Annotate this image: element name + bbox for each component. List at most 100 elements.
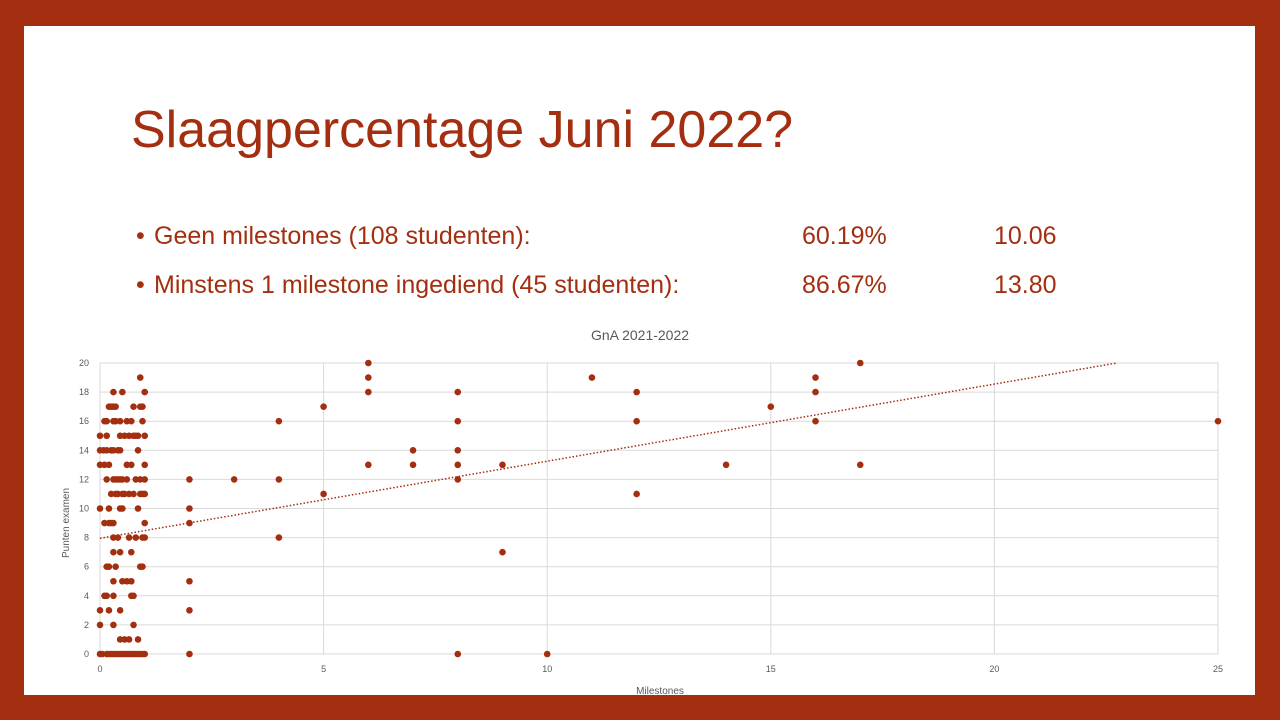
bullet-percentage: 86.67% xyxy=(802,271,887,299)
data-point xyxy=(320,490,327,498)
slide: Slaagpercentage Juni 2022? • Geen milest… xyxy=(24,26,1255,695)
bullet-label: Minstens 1 milestone ingediend (45 stude… xyxy=(154,271,680,299)
data-point xyxy=(812,388,819,396)
data-point xyxy=(96,621,104,629)
data-point xyxy=(103,476,111,483)
data-point xyxy=(128,548,135,556)
data-point xyxy=(499,548,506,556)
data-point xyxy=(103,432,111,440)
data-point xyxy=(116,607,124,614)
data-point xyxy=(230,476,238,483)
x-axis-label: Milestones xyxy=(636,686,684,695)
y-tick-label: 0 xyxy=(84,649,89,659)
trendline xyxy=(99,362,1117,540)
data-point xyxy=(141,650,149,658)
data-point xyxy=(134,505,142,512)
data-point xyxy=(96,432,104,440)
x-tick-label: 0 xyxy=(97,664,102,674)
bullet-dot: • xyxy=(136,222,145,250)
data-point xyxy=(130,403,137,410)
data-point xyxy=(96,607,104,614)
data-point xyxy=(141,519,149,527)
x-tick-label: 20 xyxy=(989,664,999,674)
data-point xyxy=(103,417,111,425)
y-tick-label: 18 xyxy=(79,387,89,397)
data-point xyxy=(110,548,117,556)
data-point xyxy=(767,403,775,410)
data-point xyxy=(320,403,327,410)
data-point xyxy=(454,461,462,469)
data-point xyxy=(128,461,135,469)
data-point xyxy=(409,447,417,454)
x-tick-label: 10 xyxy=(542,664,552,674)
data-point xyxy=(96,505,104,512)
data-point xyxy=(633,417,640,425)
bullet-percentage: 60.19% xyxy=(802,222,887,250)
data-point xyxy=(134,447,142,454)
y-tick-label: 2 xyxy=(84,620,89,630)
data-point xyxy=(1214,417,1222,425)
y-tick-label: 4 xyxy=(84,591,89,601)
data-point xyxy=(633,490,640,498)
data-point xyxy=(812,417,819,425)
data-point xyxy=(588,374,596,381)
data-point xyxy=(141,461,149,469)
data-point xyxy=(116,417,124,425)
data-point xyxy=(186,650,193,658)
x-tick-label: 15 xyxy=(766,664,776,674)
data-point xyxy=(110,577,117,585)
data-point xyxy=(112,563,119,570)
data-point xyxy=(110,621,117,629)
data-point xyxy=(454,650,462,658)
data-point xyxy=(141,534,149,541)
y-tick-label: 6 xyxy=(84,562,89,572)
data-point xyxy=(633,388,640,396)
data-point xyxy=(365,374,372,381)
data-point xyxy=(856,359,864,367)
data-point xyxy=(275,417,283,425)
data-point xyxy=(130,621,137,629)
data-point xyxy=(105,505,113,512)
data-point xyxy=(139,417,146,425)
data-point xyxy=(125,636,133,643)
data-point xyxy=(132,534,140,541)
data-point xyxy=(128,577,135,585)
data-point xyxy=(365,359,372,367)
bullet-average: 13.80 xyxy=(994,271,1057,299)
bullet-dot: • xyxy=(136,271,145,299)
data-point xyxy=(186,505,193,512)
data-point xyxy=(812,374,819,381)
chart-title: GnA 2021-2022 xyxy=(591,327,689,343)
data-point xyxy=(130,592,137,600)
data-point xyxy=(134,636,142,643)
data-point xyxy=(103,592,111,600)
x-tick-label: 5 xyxy=(321,664,326,674)
bullet-average: 10.06 xyxy=(994,222,1057,250)
data-point xyxy=(454,388,462,396)
data-point xyxy=(856,461,864,469)
data-point xyxy=(123,476,131,483)
bullet-label: Geen milestones (108 studenten): xyxy=(154,222,531,250)
data-point xyxy=(186,607,193,614)
chart-tick-labels: 0 2 4 6 8 10 12 14 16 18 20 0 5 10 15 20 25 xyxy=(79,358,1223,674)
data-point xyxy=(110,519,117,527)
y-tick-label: 14 xyxy=(79,445,89,455)
data-point xyxy=(128,417,135,425)
data-point xyxy=(409,461,417,469)
data-point xyxy=(119,505,126,512)
data-point xyxy=(119,388,126,396)
data-point xyxy=(141,476,149,483)
slide-title: Slaagpercentage Juni 2022? xyxy=(131,101,794,159)
data-point xyxy=(116,548,124,556)
data-point xyxy=(114,534,122,541)
data-point xyxy=(275,534,283,541)
data-point xyxy=(365,461,372,469)
data-point xyxy=(454,417,462,425)
data-point xyxy=(275,476,283,483)
y-tick-label: 16 xyxy=(79,416,89,426)
y-tick-label: 20 xyxy=(79,358,89,368)
data-point xyxy=(139,563,146,570)
data-point xyxy=(139,403,146,410)
data-point xyxy=(105,607,113,614)
x-tick-label: 25 xyxy=(1213,664,1223,674)
